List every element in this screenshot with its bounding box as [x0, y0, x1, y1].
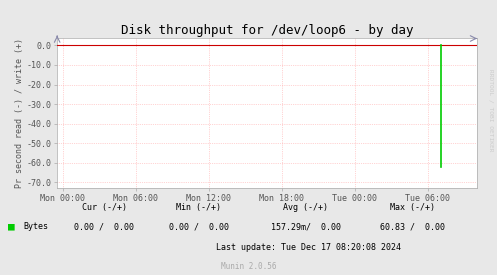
Text: Cur (-/+): Cur (-/+) [82, 203, 127, 212]
Title: Disk throughput for /dev/loop6 - by day: Disk throughput for /dev/loop6 - by day [121, 24, 414, 37]
Text: ■: ■ [8, 222, 15, 232]
Text: Bytes: Bytes [24, 222, 49, 231]
Text: Max (-/+): Max (-/+) [390, 203, 435, 212]
Text: RRDTOOL / TOBI OETIKER: RRDTOOL / TOBI OETIKER [489, 69, 494, 151]
Y-axis label: Pr second read (-) / write (+): Pr second read (-) / write (+) [15, 39, 24, 188]
Text: 157.29m/  0.00: 157.29m/ 0.00 [271, 222, 340, 231]
Text: 60.83 /  0.00: 60.83 / 0.00 [380, 222, 445, 231]
Text: Last update: Tue Dec 17 08:20:08 2024: Last update: Tue Dec 17 08:20:08 2024 [216, 243, 401, 252]
Text: Avg (-/+): Avg (-/+) [283, 203, 328, 212]
Text: Munin 2.0.56: Munin 2.0.56 [221, 262, 276, 271]
Text: Min (-/+): Min (-/+) [176, 203, 221, 212]
Text: 0.00 /  0.00: 0.00 / 0.00 [75, 222, 134, 231]
Text: 0.00 /  0.00: 0.00 / 0.00 [169, 222, 229, 231]
